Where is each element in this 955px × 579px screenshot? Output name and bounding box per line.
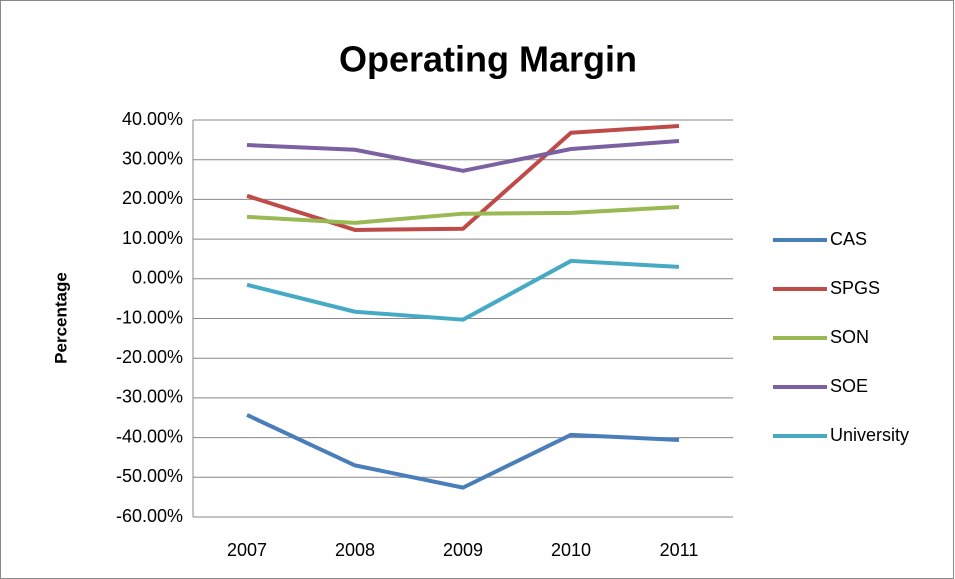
x-tick-label: 2008 (335, 540, 375, 560)
y-tick-label: 40.00% (122, 109, 183, 129)
legend-label: SON (830, 327, 869, 347)
legend-label: CAS (830, 229, 867, 249)
y-tick-label: 10.00% (122, 228, 183, 248)
series-line (246, 139, 680, 173)
x-tick-label: 2010 (551, 540, 591, 560)
y-tick-label: -30.00% (116, 387, 183, 407)
y-tick-label: -50.00% (116, 466, 183, 486)
series-line (246, 413, 680, 490)
y-tick-label: -10.00% (116, 307, 183, 327)
series-line (246, 258, 680, 322)
y-tick-label: 0.00% (132, 268, 183, 288)
chart-title: Operating Margin (339, 39, 637, 80)
y-tick-label: -40.00% (116, 426, 183, 446)
legend-label: University (830, 425, 909, 445)
y-tick-label: 30.00% (122, 148, 183, 168)
legend-label: SOE (830, 376, 868, 396)
y-tick-label: 20.00% (122, 188, 183, 208)
series-line (246, 123, 680, 232)
legend-label: SPGS (830, 278, 880, 298)
x-tick-label: 2011 (660, 540, 699, 560)
x-tick-label: 2007 (227, 540, 267, 560)
series-line (246, 204, 680, 225)
y-tick-label: -60.00% (116, 506, 183, 526)
y-tick-label: -20.00% (116, 347, 183, 367)
y-axis-label: Percentage (51, 272, 70, 364)
x-tick-label: 2009 (443, 540, 483, 560)
